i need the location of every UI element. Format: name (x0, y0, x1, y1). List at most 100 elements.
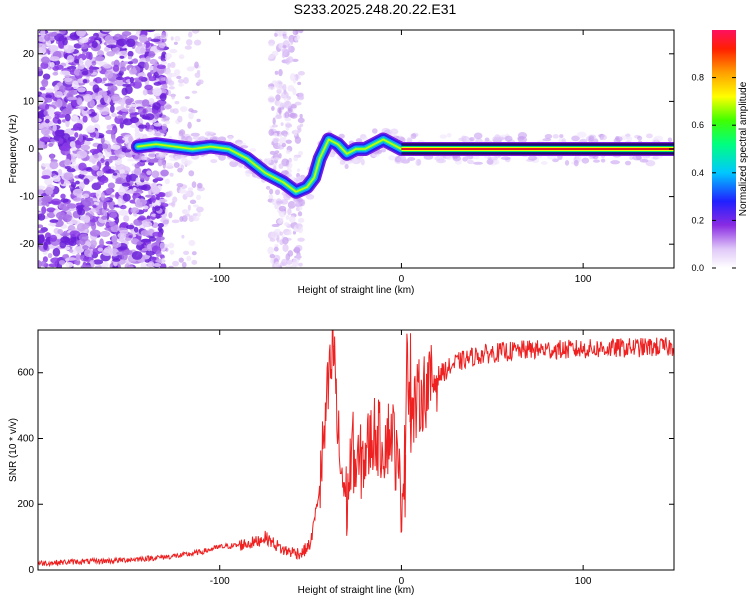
snr-ylabel: SNR (10 * v/v) (8, 418, 19, 482)
noise-blob (276, 198, 282, 206)
noise-blob (44, 176, 53, 186)
noise-blob (271, 124, 278, 128)
ridge-halo-blob (128, 136, 133, 143)
noise-blob (121, 182, 131, 187)
noise-blob (168, 86, 175, 90)
noise-blob (77, 106, 86, 110)
noise-blob (161, 257, 165, 265)
snr-xtick-label: -100 (210, 576, 230, 587)
noise-blob (280, 122, 284, 126)
noise-blob (105, 187, 113, 195)
noise-blob (44, 186, 54, 196)
noise-blob (40, 260, 47, 267)
noise-blob (196, 194, 202, 201)
ridge-halo-blob (134, 154, 142, 162)
ridge-halo-blob (184, 136, 193, 143)
ridge-halo-blob (559, 134, 564, 138)
noise-blob (74, 123, 82, 128)
ridge-halo-blob (360, 158, 365, 166)
noise-blob (268, 128, 274, 136)
noise-blob (157, 158, 163, 167)
ridge-halo-blob (218, 154, 226, 161)
noise-blob (77, 78, 85, 84)
spectrogram-heatmap (38, 30, 674, 268)
noise-blob (274, 150, 280, 154)
ridge-halo-blob (527, 155, 538, 161)
ridge-halo-blob (462, 156, 469, 161)
noise-blob (83, 178, 90, 185)
noise-blob (179, 106, 188, 112)
spectrogram-xlabel: Height of straight line (km) (298, 285, 415, 296)
noise-blob (105, 129, 116, 135)
noise-blob (164, 178, 170, 185)
noise-blob (41, 122, 51, 126)
ridge-halo-blob (552, 134, 559, 139)
noise-blob (271, 50, 279, 56)
ridge-halo-blob (588, 135, 595, 142)
noise-blob (127, 55, 133, 60)
noise-blob (64, 113, 71, 122)
noise-blob (160, 84, 168, 90)
noise-blob (169, 72, 178, 78)
noise-blob (92, 259, 104, 265)
ridge-halo-blob (473, 155, 480, 160)
noise-blob (287, 207, 292, 216)
noise-blob (165, 162, 173, 167)
noise-blob (269, 150, 276, 155)
noise-blob (105, 161, 110, 167)
noise-blob (70, 182, 77, 188)
noise-blob (168, 202, 175, 206)
noise-blob (38, 260, 42, 268)
noise-blob (161, 123, 168, 131)
noise-blob (278, 152, 282, 159)
noise-blob (94, 76, 103, 84)
noise-blob (134, 166, 142, 176)
ridge-halo-blob (192, 136, 201, 140)
noise-blob (293, 156, 299, 162)
noise-blob (44, 33, 51, 42)
noise-blob (38, 43, 43, 49)
noise-blob (38, 213, 46, 221)
noise-blob (160, 60, 168, 65)
noise-blob (80, 144, 91, 151)
noise-blob (161, 203, 169, 208)
noise-blob (78, 181, 85, 190)
noise-blob (101, 215, 107, 220)
noise-blob (38, 118, 42, 123)
noise-blob (275, 114, 282, 120)
noise-blob (110, 212, 118, 219)
noise-blob (80, 197, 86, 203)
noise-blob (110, 144, 121, 150)
noise-blob (115, 78, 124, 87)
noise-blob (279, 262, 287, 267)
ridge-halo-blob (217, 136, 227, 142)
noise-blob (196, 70, 201, 74)
noise-blob (281, 142, 287, 148)
ridge-halo-blob (592, 159, 600, 163)
snr-series-line (38, 330, 674, 568)
noise-blob (162, 116, 170, 122)
noise-blob (103, 46, 110, 52)
noise-blob (43, 110, 48, 116)
noise-blob (157, 223, 164, 228)
noise-blob (192, 215, 196, 221)
ridge-halo-blob (446, 132, 452, 138)
ridge-halo-blob (469, 137, 475, 142)
noise-blob (137, 124, 147, 129)
ridge-halo-blob (371, 153, 380, 158)
noise-blob (153, 122, 162, 127)
noise-blob (285, 214, 290, 220)
noise-blob (38, 152, 41, 162)
ridge-halo-blob (600, 158, 606, 163)
noise-blob (278, 69, 283, 77)
noise-blob (274, 261, 280, 268)
noise-blob (41, 44, 46, 53)
ridge-halo-blob (579, 138, 588, 143)
figure-title: S233.2025.248.20.22.E31 (293, 1, 457, 17)
ridge-halo-blob (610, 160, 620, 165)
noise-blob (267, 86, 275, 90)
noise-blob (117, 115, 123, 119)
noise-blob (121, 83, 132, 87)
noise-blob (281, 158, 289, 167)
